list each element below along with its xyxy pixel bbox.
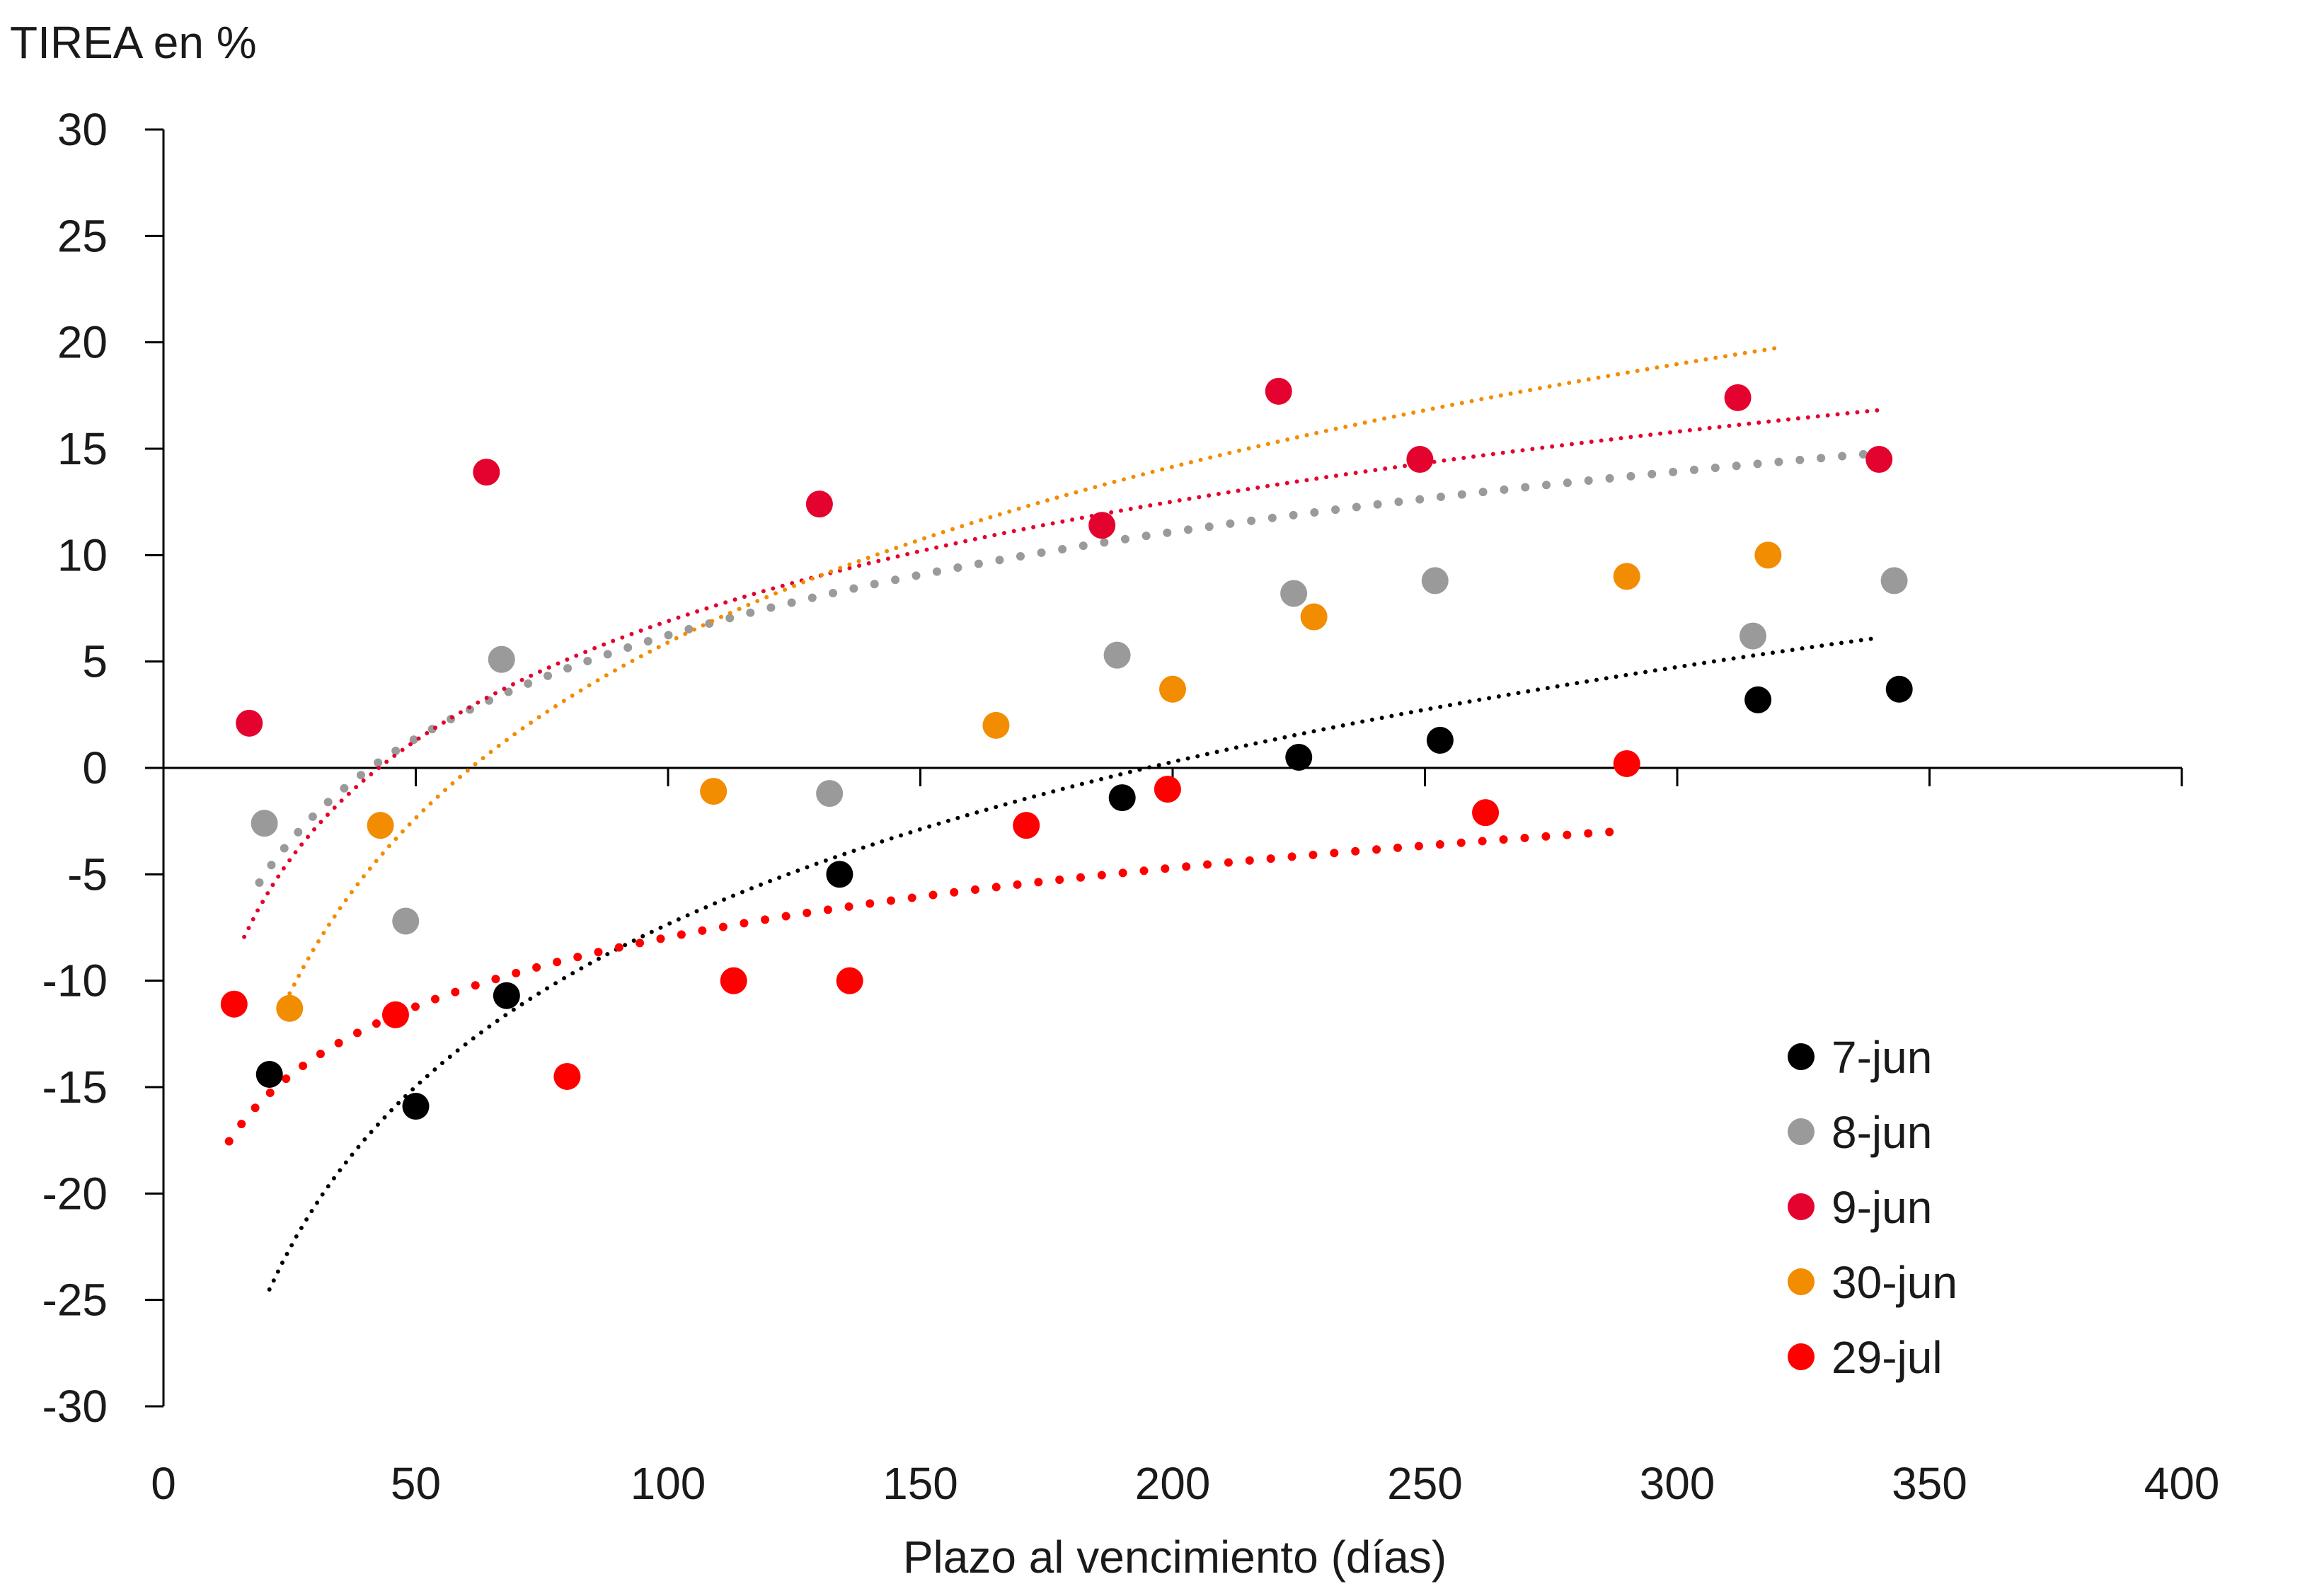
data-point-8-jun bbox=[1421, 567, 1449, 595]
trendline-30-jun bbox=[287, 345, 1781, 996]
data-point-7-jun bbox=[1885, 675, 1913, 703]
y-tick-label: 20 bbox=[57, 317, 108, 368]
data-point-8-jun bbox=[1739, 622, 1766, 650]
data-point-8-jun bbox=[816, 780, 844, 808]
data-point-30-jun bbox=[1754, 541, 1782, 569]
data-point-30-jun bbox=[700, 778, 728, 805]
data-point-7-jun bbox=[1426, 726, 1454, 754]
y-tick-label: 10 bbox=[57, 529, 108, 580]
data-point-7-jun bbox=[826, 861, 853, 888]
data-point-29-jul bbox=[1613, 750, 1640, 777]
data-point-8-jun bbox=[1103, 641, 1131, 669]
trendline-29-jul bbox=[224, 827, 1621, 1146]
legend-marker bbox=[1788, 1268, 1815, 1295]
y-tick-label: -25 bbox=[42, 1275, 108, 1326]
legend-marker bbox=[1788, 1118, 1815, 1145]
x-tick-label: 300 bbox=[1640, 1458, 1715, 1509]
data-point-29-jul bbox=[1472, 799, 1500, 827]
trendline-7-jun bbox=[267, 636, 1882, 1292]
y-tick-label: -5 bbox=[67, 849, 108, 900]
legend-label: 7-jun bbox=[1832, 1032, 1932, 1083]
data-point-7-jun bbox=[1285, 743, 1313, 771]
x-tick-label: 350 bbox=[1892, 1458, 1967, 1509]
data-point-9-jun bbox=[236, 709, 263, 737]
data-point-29-jul bbox=[1013, 812, 1040, 839]
data-point-9-jun bbox=[1088, 512, 1116, 539]
data-point-8-jun bbox=[1280, 580, 1308, 607]
y-tick-label: -30 bbox=[42, 1381, 108, 1432]
data-point-29-jul bbox=[553, 1062, 581, 1090]
data-point-8-jun bbox=[1880, 567, 1908, 595]
data-point-9-jun bbox=[1265, 377, 1292, 405]
data-point-9-jun bbox=[1865, 446, 1893, 473]
data-point-29-jul bbox=[836, 967, 863, 994]
data-point-8-jun bbox=[488, 645, 515, 673]
trendline-8-jun bbox=[255, 448, 1884, 887]
x-tick-label: 400 bbox=[2144, 1458, 2220, 1509]
y-axis-title: TIREA en % bbox=[10, 17, 257, 68]
data-point-30-jun bbox=[982, 711, 1010, 739]
data-point-29-jul bbox=[381, 1001, 409, 1028]
legend-label: 9-jun bbox=[1832, 1182, 1932, 1233]
data-point-30-jun bbox=[1159, 675, 1186, 703]
y-tick-label: 30 bbox=[57, 104, 108, 155]
data-point-29-jul bbox=[220, 990, 248, 1018]
x-tick-label: 50 bbox=[391, 1458, 441, 1509]
data-point-30-jun bbox=[276, 994, 304, 1022]
legend-marker bbox=[1788, 1043, 1815, 1070]
x-tick-label: 150 bbox=[882, 1458, 958, 1509]
data-points-layer bbox=[220, 377, 1913, 1120]
trendlines-layer bbox=[224, 345, 1884, 1292]
data-point-8-jun bbox=[251, 810, 278, 837]
data-point-29-jul bbox=[1154, 776, 1181, 803]
x-tick-label: 100 bbox=[631, 1458, 706, 1509]
y-tick-label: 5 bbox=[82, 636, 108, 687]
legend-marker bbox=[1788, 1193, 1815, 1220]
y-tick-label: 0 bbox=[82, 742, 108, 793]
legend-label: 30-jun bbox=[1832, 1257, 1957, 1308]
y-tick-label: 25 bbox=[57, 210, 108, 261]
legend-label: 29-jul bbox=[1832, 1332, 1943, 1383]
trendline-9-jun bbox=[242, 408, 1882, 939]
data-point-7-jun bbox=[493, 982, 520, 1009]
x-tick-label: 200 bbox=[1135, 1458, 1211, 1509]
legend-label: 8-jun bbox=[1832, 1107, 1932, 1158]
data-point-7-jun bbox=[255, 1060, 283, 1088]
data-point-30-jun bbox=[1300, 603, 1328, 631]
y-tick-label: 15 bbox=[57, 423, 108, 474]
data-point-7-jun bbox=[1744, 686, 1772, 713]
data-point-30-jun bbox=[1613, 563, 1640, 590]
data-point-7-jun bbox=[1108, 784, 1136, 812]
data-point-9-jun bbox=[473, 459, 500, 486]
data-point-9-jun bbox=[805, 490, 833, 518]
x-axis-title: Plazo al vencimiento (días) bbox=[903, 1532, 1447, 1583]
y-tick-label: -10 bbox=[42, 955, 108, 1006]
data-point-8-jun bbox=[392, 907, 420, 935]
data-point-29-jul bbox=[720, 967, 747, 994]
data-point-7-jun bbox=[402, 1093, 430, 1120]
legend-marker bbox=[1788, 1343, 1815, 1370]
data-point-9-jun bbox=[1406, 446, 1434, 473]
data-point-9-jun bbox=[1724, 384, 1752, 411]
y-tick-label: -15 bbox=[42, 1062, 108, 1113]
y-tick-label: -20 bbox=[42, 1168, 108, 1219]
x-tick-label: 250 bbox=[1387, 1458, 1463, 1509]
x-tick-label: 0 bbox=[151, 1458, 176, 1509]
data-point-30-jun bbox=[367, 812, 394, 839]
legend: 7-jun 8-jun 9-jun 30-jun 29-jul bbox=[1788, 1032, 1957, 1383]
